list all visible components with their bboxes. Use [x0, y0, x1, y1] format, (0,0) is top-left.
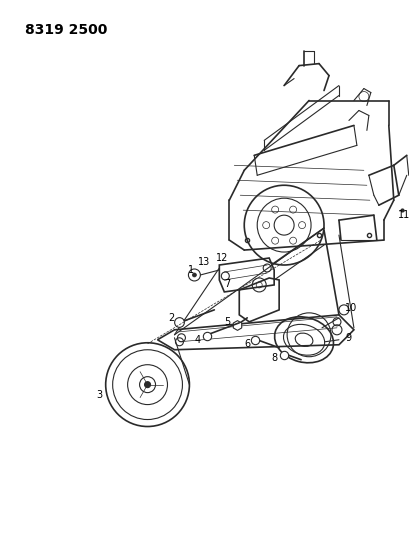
Text: 11: 11: [397, 210, 409, 220]
Circle shape: [192, 273, 196, 277]
Text: 4: 4: [194, 335, 200, 345]
Circle shape: [271, 206, 278, 213]
Circle shape: [262, 222, 269, 229]
Text: 2: 2: [168, 313, 174, 323]
Circle shape: [289, 237, 296, 244]
Circle shape: [289, 206, 296, 213]
Text: 1: 1: [188, 265, 194, 275]
Text: 5: 5: [224, 317, 230, 327]
Text: 13: 13: [198, 257, 210, 267]
Text: 6: 6: [244, 339, 250, 349]
Circle shape: [144, 382, 150, 387]
Text: 8319 2500: 8319 2500: [25, 23, 107, 37]
Text: 12: 12: [216, 253, 228, 263]
Text: 3: 3: [97, 390, 103, 400]
Text: 8: 8: [270, 353, 276, 363]
Text: 9: 9: [345, 333, 351, 343]
Text: 10: 10: [344, 303, 356, 313]
Circle shape: [271, 237, 278, 244]
Circle shape: [298, 222, 305, 229]
Text: 7: 7: [224, 279, 230, 289]
